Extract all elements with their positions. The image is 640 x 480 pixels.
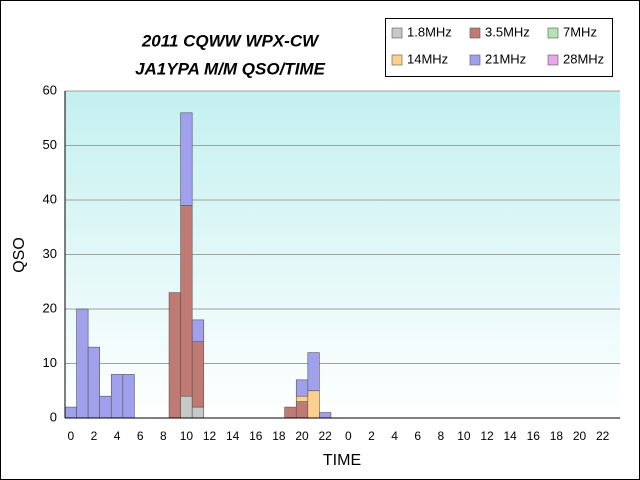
x-tick-label: 20: [295, 429, 309, 443]
bar-segment: [295, 395, 309, 402]
x-tick-label: 22: [318, 429, 332, 443]
x-tick-label: 4: [114, 429, 121, 443]
x-tick-label: 0: [345, 429, 352, 443]
bar-segment: [87, 346, 100, 419]
x-tick-label: 14: [503, 429, 517, 443]
y-tick-label: 10: [43, 355, 57, 370]
legend-swatch: [469, 54, 481, 66]
x-tick-label: 2: [91, 429, 98, 443]
legend-box: [385, 18, 613, 77]
bar-segment: [191, 319, 205, 342]
legend-label: 7MHz: [563, 24, 597, 39]
chart-subtitle: JA1YPA M/M QSO/TIME: [135, 59, 326, 78]
chart-title: 2011 CQWW WPX-CW: [141, 31, 320, 50]
y-tick-label: 50: [43, 137, 57, 152]
x-tick-label: 22: [596, 429, 610, 443]
bar-segment: [180, 112, 193, 206]
bar-segment: [295, 379, 309, 397]
bar-segment: [122, 374, 135, 419]
legend-label: 21MHz: [485, 51, 526, 66]
legend-label: 14MHz: [407, 51, 448, 66]
legend-swatch: [391, 27, 403, 39]
y-tick-label: 40: [43, 191, 57, 206]
bar-segment: [307, 390, 320, 419]
legend-label: 3.5MHz: [485, 24, 530, 39]
x-tick-label: 16: [249, 429, 263, 443]
x-tick-label: 0: [67, 429, 74, 443]
x-tick-label: 10: [180, 429, 194, 443]
bar-segment: [64, 406, 77, 419]
y-tick-label: 60: [43, 82, 57, 97]
y-tick-label: 0: [50, 409, 57, 424]
y-tick-label: 30: [43, 246, 57, 261]
x-tick-label: 12: [203, 429, 217, 443]
x-tick-label: 6: [414, 429, 421, 443]
bar-segment: [99, 395, 112, 419]
legend-label: 28MHz: [563, 51, 604, 66]
x-axis-title: TIME: [323, 452, 361, 469]
legend-swatch: [391, 54, 403, 66]
x-tick-label: 4: [391, 429, 398, 443]
y-tick-label: 20: [43, 300, 57, 315]
bar-segment: [76, 308, 89, 419]
bar-segment: [180, 395, 193, 419]
x-tick-label: 8: [437, 429, 444, 443]
legend-swatch: [547, 54, 559, 66]
y-axis-title: QSO: [11, 237, 28, 273]
x-tick-label: 14: [226, 429, 240, 443]
x-tick-label: 8: [160, 429, 167, 443]
legend-label: 1.8MHz: [407, 24, 452, 39]
legend-swatch: [547, 27, 559, 39]
bar-segment: [168, 292, 181, 419]
bar-segment: [295, 401, 309, 419]
bar-segment: [284, 406, 297, 419]
x-tick-label: 6: [137, 429, 144, 443]
x-tick-label: 18: [272, 429, 286, 443]
bar-segment: [307, 352, 320, 392]
bar-segment: [319, 412, 332, 419]
legend-swatch: [469, 27, 481, 39]
bar-segment: [110, 374, 124, 419]
x-tick-label: 20: [573, 429, 587, 443]
x-tick-label: 2: [368, 429, 375, 443]
bar-segment: [191, 341, 205, 408]
bar-segment: [191, 406, 205, 419]
x-tick-label: 18: [550, 429, 564, 443]
x-tick-label: 10: [457, 429, 471, 443]
bar-segment: [180, 205, 193, 397]
x-tick-label: 12: [480, 429, 494, 443]
x-tick-label: 16: [527, 429, 541, 443]
